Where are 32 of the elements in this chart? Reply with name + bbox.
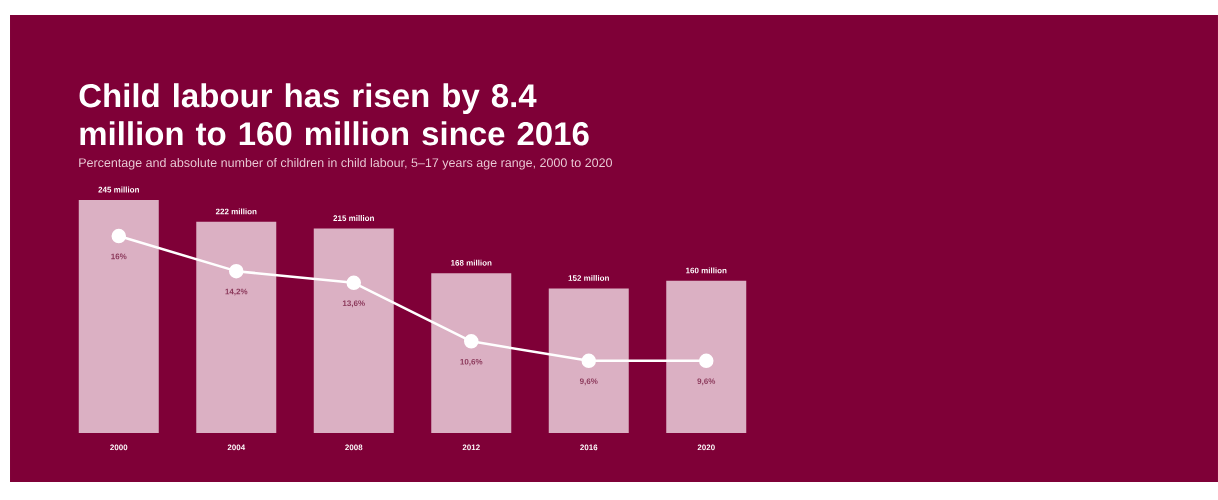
point (699, 353, 714, 369)
x-tick-label: 2008 (345, 444, 363, 451)
data-label: 14,2% (225, 288, 248, 296)
bar (313, 228, 394, 433)
data-label: 152 million (568, 275, 609, 281)
data-label: 13,6% (342, 300, 365, 308)
x-tick-label: 2020 (697, 444, 715, 451)
data-label: 215 million (333, 215, 374, 221)
point (229, 263, 244, 279)
point (111, 228, 127, 244)
data-label: 245 million (98, 186, 139, 193)
point (581, 353, 596, 369)
x-tick-label: 2016 (580, 444, 598, 451)
chart-subtitle: Percentage and absolute number of children in child labour, 5–17 years age range, 2000 to 2020 (79, 157, 613, 170)
point (464, 334, 479, 349)
data-label: 160 million (686, 267, 727, 274)
x-tick-label: 2012 (462, 444, 480, 451)
x-tick-label: 2000 (110, 444, 128, 451)
bar (78, 199, 159, 433)
chart-title: Child labour has risen by 8.4 million to 160 million since 2016 (79, 83, 589, 146)
data-label: 222 million (215, 208, 257, 215)
x-tick-label: 2004 (227, 444, 246, 451)
data-label: 9,6% (579, 378, 598, 386)
data-label: 10,6% (460, 358, 483, 366)
data-label: 168 million (451, 259, 492, 266)
bar (548, 288, 629, 433)
point (346, 275, 362, 291)
bar (666, 280, 747, 433)
data-label: 9,6% (697, 378, 716, 386)
bar (196, 221, 277, 433)
bar (431, 273, 512, 433)
data-label: 16% (111, 253, 127, 260)
